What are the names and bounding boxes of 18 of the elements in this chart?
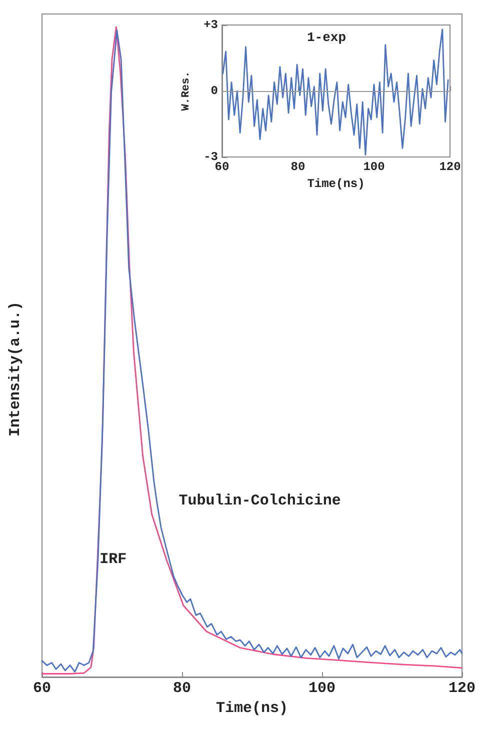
x-tick-label: 60 xyxy=(214,160,230,174)
x-tick-label: 60 xyxy=(32,680,52,697)
series-label: Tubulin-Colchicine xyxy=(178,492,341,510)
y-tick-label: +3 xyxy=(204,18,218,32)
y-axis-title: Intensity(a.u.) xyxy=(7,301,24,437)
chart-title: 1-exp xyxy=(306,30,346,45)
x-tick-label: 120 xyxy=(448,680,476,697)
y-axis-title: W.Res. xyxy=(180,71,192,111)
x-tick-label: 80 xyxy=(290,160,306,174)
x-axis-title: Time(ns) xyxy=(307,176,365,191)
x-tick-label: 80 xyxy=(172,680,192,697)
line-series xyxy=(222,28,449,156)
x-axis-title: Time(ns) xyxy=(216,700,288,717)
x-tick-label: 100 xyxy=(308,680,336,697)
x-tick-label: 100 xyxy=(363,160,385,174)
series-label: IRF xyxy=(100,551,127,568)
y-tick-label: 0 xyxy=(210,84,218,98)
x-tick-label: 120 xyxy=(439,160,461,174)
